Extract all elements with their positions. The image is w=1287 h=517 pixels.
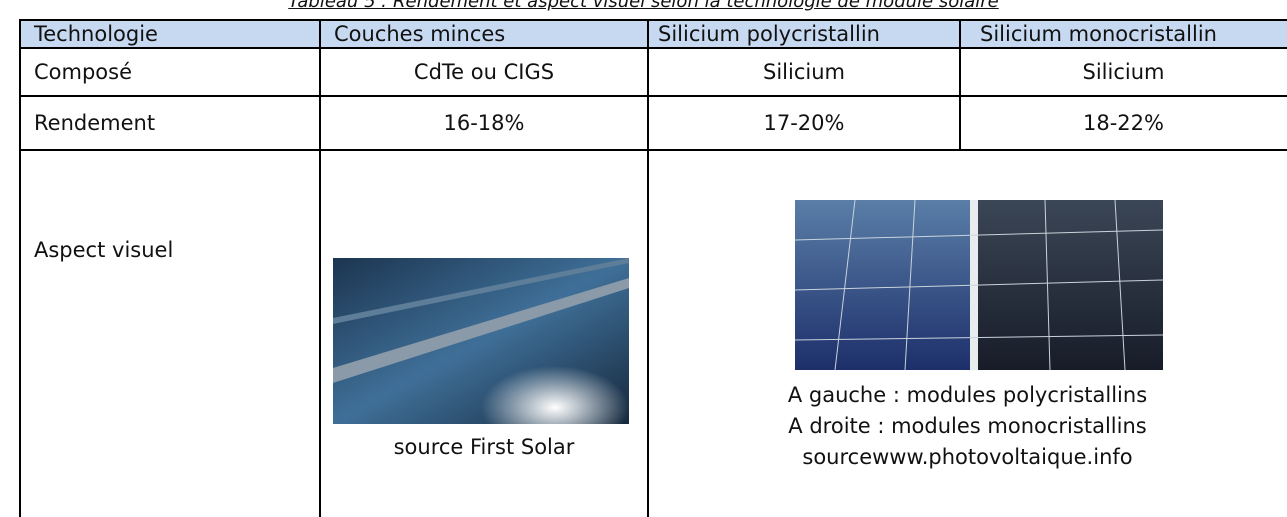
- image-caption: A gauche : modules polycristallins A dro…: [648, 380, 1287, 473]
- border: [19, 19, 21, 517]
- cell: CdTe ou CIGS: [320, 48, 648, 96]
- row-label: Composé: [20, 48, 320, 96]
- caption-line: sourcewww.photovoltaique.info: [648, 442, 1287, 473]
- header-cell: Couches minces: [320, 20, 648, 48]
- caption-line: A droite : modules monocristallins: [648, 411, 1287, 442]
- border: [19, 149, 1287, 151]
- border: [959, 19, 961, 150]
- cell: 17-20%: [648, 96, 960, 150]
- thin-film-photo: [333, 258, 629, 424]
- border: [19, 19, 1287, 21]
- cell: Silicium: [648, 48, 960, 96]
- image-caption: source First Solar: [320, 432, 648, 463]
- border: [19, 95, 1287, 97]
- header-cell: Technologie: [20, 20, 320, 48]
- cell: Silicium: [960, 48, 1287, 96]
- silicon-photo: [795, 200, 1163, 370]
- cell: 16-18%: [320, 96, 648, 150]
- table-caption: Tableau 5 : Rendement et aspect visuel s…: [0, 0, 1287, 12]
- page: Tableau 5 : Rendement et aspect visuel s…: [0, 0, 1287, 517]
- row-label: Aspect visuel: [20, 150, 320, 350]
- header-cell: Silicium polycristallin: [648, 20, 960, 48]
- caption-line: A gauche : modules polycristallins: [648, 380, 1287, 411]
- border: [647, 19, 649, 517]
- cell: 18-22%: [960, 96, 1287, 150]
- border: [19, 47, 1287, 49]
- border: [319, 19, 321, 517]
- row-label: Rendement: [20, 96, 320, 150]
- header-cell: Silicium monocristallin: [960, 20, 1287, 48]
